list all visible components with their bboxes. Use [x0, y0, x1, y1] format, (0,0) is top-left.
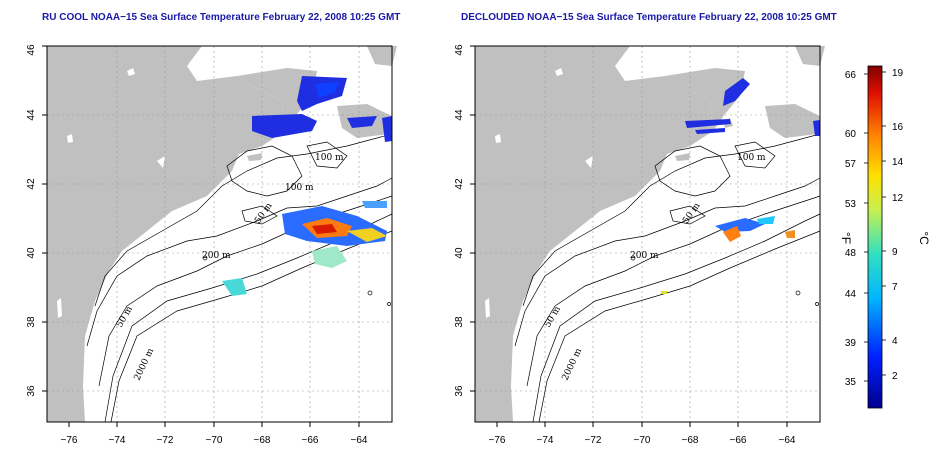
fahrenheit-label: °F — [839, 232, 853, 244]
y-tick-label: 40 — [26, 247, 37, 259]
c-tick-label: 2 — [892, 371, 898, 382]
y-tick-label: 44 — [26, 109, 37, 121]
celsius-label: °C — [917, 231, 931, 245]
x-tick-label: −70 — [634, 435, 651, 446]
x-tick-label: −74 — [109, 435, 126, 446]
c-tick-label: 7 — [892, 282, 898, 293]
y-tick-label: 46 — [454, 44, 465, 56]
c-tick-label: 12 — [892, 193, 904, 204]
y-tick-label: 44 — [454, 109, 465, 121]
c-tick-label: 19 — [892, 68, 904, 79]
x-tick-label: −72 — [585, 435, 602, 446]
left-map: 100 m 100 m 50 m 200 m 50 m 2000 m — [46, 45, 397, 423]
x-tick-label: −76 — [61, 435, 78, 446]
y-tick-label: 40 — [454, 247, 465, 259]
y-tick-label: 42 — [26, 178, 37, 190]
y-tick-label: 38 — [454, 316, 465, 328]
y-tick-label: 46 — [26, 44, 37, 56]
c-tick-label: 4 — [892, 336, 898, 347]
isobath-label: 200 m — [202, 251, 231, 261]
right-y-axis: 36 38 40 42 44 46 — [454, 44, 475, 397]
x-tick-label: −66 — [730, 435, 747, 446]
c-tick-label: 14 — [892, 157, 904, 168]
left-map-title: RU COOL NOAA−15 Sea Surface Temperature … — [42, 12, 401, 23]
f-tick-label: 66 — [845, 70, 857, 81]
f-tick-label: 35 — [845, 377, 857, 388]
x-tick-label: −64 — [351, 435, 368, 446]
colorbar: 66 60 57 53 48 44 39 35 19 16 14 12 9 7 … — [839, 65, 931, 409]
f-tick-label: 39 — [845, 338, 857, 349]
isobath-label: 100 m — [285, 183, 314, 193]
left-x-axis: −76 −74 −72 −70 −68 −66 −64 — [61, 422, 368, 446]
x-tick-label: −74 — [537, 435, 554, 446]
x-tick-label: −72 — [157, 435, 174, 446]
y-tick-label: 36 — [26, 385, 37, 397]
sst-pixels — [661, 78, 820, 294]
isobath-label: 200 m — [630, 251, 659, 261]
isobath-label: 100 m — [315, 153, 344, 163]
x-tick-label: −68 — [682, 435, 699, 446]
c-tick-label: 9 — [892, 247, 898, 258]
y-tick-label: 38 — [26, 316, 37, 328]
f-tick-label: 44 — [845, 289, 857, 300]
x-tick-label: −76 — [489, 435, 506, 446]
left-y-axis: 36 38 40 42 44 46 — [26, 44, 47, 397]
isobath-label: 100 m — [737, 153, 766, 163]
x-tick-label: −66 — [302, 435, 319, 446]
x-tick-label: −68 — [254, 435, 271, 446]
x-tick-label: −70 — [206, 435, 223, 446]
right-map: 100 m 50 m 200 m 50 m 2000 m — [474, 45, 825, 423]
c-tick-label: 16 — [892, 122, 904, 133]
f-tick-label: 60 — [845, 129, 857, 140]
f-tick-label: 48 — [845, 248, 857, 259]
y-tick-label: 42 — [454, 178, 465, 190]
sst-pixels — [222, 76, 392, 296]
f-tick-label: 57 — [845, 159, 857, 170]
x-tick-label: −64 — [779, 435, 796, 446]
right-x-axis: −76 −74 −72 −70 −68 −66 −64 — [489, 422, 796, 446]
right-map-title: DECLOUDED NOAA−15 Sea Surface Temperatur… — [461, 12, 837, 23]
y-tick-label: 36 — [454, 385, 465, 397]
f-tick-label: 53 — [845, 199, 857, 210]
